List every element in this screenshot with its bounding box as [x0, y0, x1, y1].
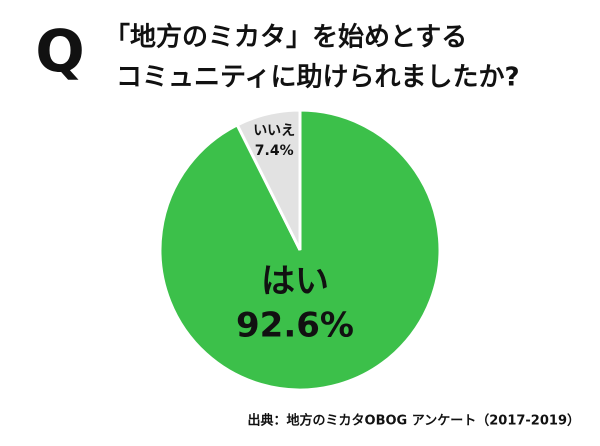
slice-label: いいえ — [253, 123, 295, 139]
title-mark: Q — [35, 17, 84, 85]
pie-slice — [235, 108, 302, 251]
chart-title: コミュニティに助けられましたか? — [116, 63, 520, 93]
chart-title: 「地方のミカタ」を始めとする — [104, 22, 467, 53]
slice-value-label: 92.6% — [236, 306, 354, 346]
slice-label: はい — [261, 262, 329, 302]
slice-value-label: 7.4% — [255, 143, 294, 159]
source-note: 出典：地方のミカタOBOG アンケート（2017-2019） — [248, 413, 580, 429]
